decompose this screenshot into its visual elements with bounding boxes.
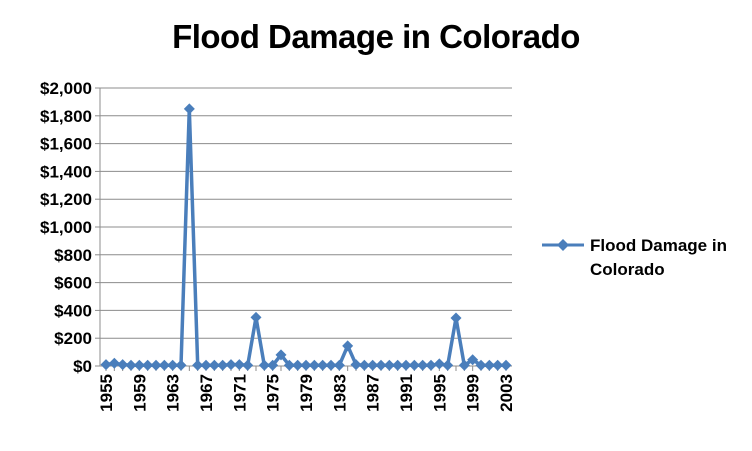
data-point [458,359,470,371]
data-point [158,359,170,371]
y-tick-label: $1,600 [40,135,92,154]
data-point [108,357,120,369]
data-point [208,359,220,371]
x-tick-labels: 1955 1959 1963 1967 1971 1975 1979 1983 1987 1991… [97,374,516,412]
data-point [333,359,345,371]
x-tick-label: 1955 [97,374,116,412]
data-point [183,103,195,115]
data-point [300,359,312,371]
data-point [192,359,204,371]
x-tick-label: 1995 [430,374,449,412]
legend-marker-icon [542,239,584,251]
y-tick-label: $800 [54,246,92,265]
series-group [100,103,512,371]
data-point [417,359,429,371]
data-point [358,359,370,371]
data-point [100,359,112,371]
y-tick-labels: $0 $200 $400 $600 $800 $1,000 $1,200 $1,400 $1,6… [40,79,92,376]
data-point [258,359,270,371]
x-tick-label: 1963 [164,374,183,412]
x-tick-label: 1967 [197,374,216,412]
x-tick-label: 1971 [230,374,249,412]
legend-label: Flood Damage in Colorado [590,236,727,279]
data-point [167,359,179,371]
x-tick-label: 1983 [330,374,349,412]
data-point [425,359,437,371]
y-tick-label: $0 [73,357,92,376]
data-point [233,359,245,371]
data-point [242,359,254,371]
x-tick-label: 1975 [264,374,283,412]
data-point [450,312,462,324]
y-tick-label: $200 [54,329,92,348]
data-point [367,359,379,371]
data-point [392,359,404,371]
x-tick-label: 2003 [497,374,516,412]
data-point [325,359,337,371]
y-tick-label: $1,000 [40,218,92,237]
data-point [292,359,304,371]
data-point [175,359,187,371]
data-point [308,359,320,371]
x-tick-label: 1991 [397,374,416,412]
data-point [500,359,512,371]
data-point [383,359,395,371]
data-point [125,359,137,371]
x-tick-label: 1959 [130,374,149,412]
y-tick-label: $1,800 [40,107,92,126]
data-point [142,359,154,371]
data-point [342,340,354,352]
y-tick-label: $400 [54,301,92,320]
x-tick-label: 1987 [364,374,383,412]
y-tick-label: $600 [54,274,92,293]
data-point [117,359,129,371]
data-point [133,359,145,371]
x-tick-label: 1979 [297,374,316,412]
data-point [225,359,237,371]
data-point [317,359,329,371]
data-point [217,359,229,371]
data-point [442,359,454,371]
data-point [350,359,362,371]
gridlines [100,87,512,339]
data-point [483,359,495,371]
data-point [375,359,387,371]
y-tick-label: $1,200 [40,190,92,209]
data-point [200,359,212,371]
data-point [433,358,445,370]
data-point [492,359,504,371]
series-line [105,107,506,368]
data-point [467,354,479,366]
data-point [475,359,487,371]
data-point [408,359,420,371]
chart-title: Flood Damage in Colorado [172,18,580,55]
data-point [250,311,262,323]
y-tick-label: $1,400 [40,162,92,181]
data-point [283,359,295,371]
data-point [267,359,279,371]
data-point [400,359,412,371]
data-point [275,349,287,361]
x-tick-label: 1999 [464,374,483,412]
axes [95,87,512,371]
y-tick-label: $2,000 [40,79,92,98]
data-point [150,359,162,371]
